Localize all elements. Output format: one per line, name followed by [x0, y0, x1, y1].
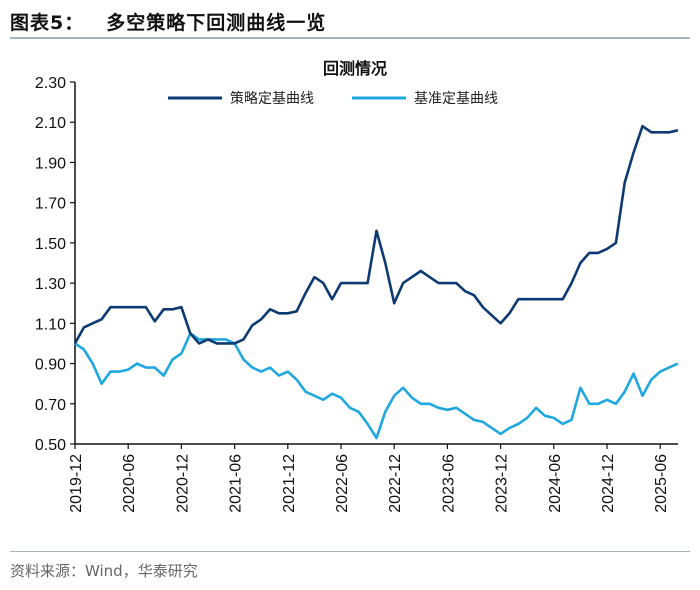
line-chart: 回测情况 策略定基曲线 基准定基曲线 0.50 0.70 0.90 1.10 1.30 1…: [35, 59, 679, 513]
x-axis: 2019-12 2020-06 2020-12 2021-06 2021-12 2022-…: [68, 443, 678, 513]
y-tick-label: 2.30: [35, 75, 66, 92]
series-line-strategy: [73, 124, 679, 345]
y-tick-label: 1.90: [35, 155, 66, 172]
figure-title-text: 多空策略下回测曲线一览: [106, 12, 327, 34]
x-tick-label: 2019-12: [68, 454, 85, 513]
legend-label-benchmark: 基准定基曲线: [414, 90, 498, 107]
y-tick-label: 1.30: [35, 276, 66, 293]
x-tick-label: 2023-06: [440, 454, 457, 513]
series-lines: [73, 124, 679, 440]
x-tick-label: 2022-06: [334, 454, 351, 513]
y-tick-label: 0.90: [35, 357, 66, 374]
title-divider: [10, 37, 690, 39]
figure-label: 图表5：: [10, 12, 85, 34]
y-tick-label: 1.50: [35, 236, 66, 253]
y-tick-label: 1.10: [35, 316, 66, 333]
y-tick-label: 0.70: [35, 397, 66, 414]
x-tick-label: 2024-06: [547, 454, 564, 513]
x-tick-label: 2025-06: [653, 454, 670, 513]
x-tick-label: 2024-12: [600, 454, 617, 513]
x-tick-label: 2022-12: [387, 454, 404, 513]
source-note: 资料来源：Wind，华泰研究: [10, 562, 198, 580]
x-tick-label: 2023-12: [494, 454, 511, 513]
legend: 策略定基曲线 基准定基曲线: [168, 90, 498, 107]
x-tick-label: 2020-06: [121, 454, 138, 513]
series-line-benchmark: [74, 332, 679, 440]
y-tick-label: 2.10: [35, 115, 66, 132]
y-tick-label: 0.50: [35, 437, 66, 454]
x-tick-label: 2021-12: [281, 454, 298, 513]
y-tick-label: 1.70: [35, 196, 66, 213]
x-tick-label: 2020-12: [174, 454, 191, 513]
figure-title: 图表5： 多空策略下回测曲线一览: [10, 8, 326, 35]
source-divider: [10, 551, 690, 552]
y-axis: 0.50 0.70 0.90 1.10 1.30 1.50 1.70 1.90 2.10 2.30: [35, 75, 76, 454]
x-tick-label: 2021-06: [228, 454, 245, 513]
legend-label-strategy: 策略定基曲线: [230, 90, 314, 107]
chart-title: 回测情况: [323, 59, 387, 78]
